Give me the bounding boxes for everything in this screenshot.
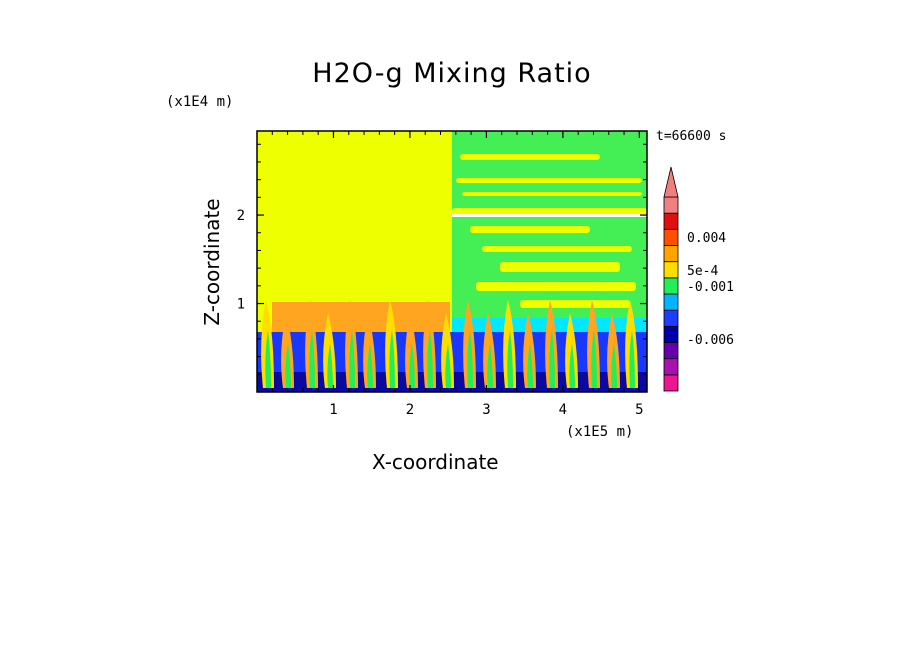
colorbar-swatch <box>663 358 679 376</box>
colorbar-swatch <box>663 196 679 214</box>
field-plume-core <box>285 343 291 388</box>
field-plume-core <box>409 343 415 388</box>
x-tick-label: 3 <box>482 402 490 418</box>
x-axis: 1 2 3 4 5 <box>271 131 644 418</box>
field-streak <box>500 262 620 272</box>
mixing-ratio-field <box>257 131 647 392</box>
field-plume-core <box>611 343 617 388</box>
colorbar-swatch <box>663 212 679 230</box>
time-label: t=66600 s <box>656 129 727 144</box>
field-plume-core <box>527 343 533 388</box>
colorbar-label: 0.004 <box>687 231 726 246</box>
field-plume-core <box>487 343 493 388</box>
field-plume-core <box>467 330 473 388</box>
field-plume-core <box>349 330 355 388</box>
field-plume-core <box>309 330 315 388</box>
field-streak <box>456 178 642 183</box>
field-streak <box>460 154 600 160</box>
field-plume-core <box>569 343 575 388</box>
field-plume-core <box>445 343 451 388</box>
x-tick-label: 1 <box>329 402 337 418</box>
field-plume-core <box>265 330 271 388</box>
field-plume-core <box>549 330 555 388</box>
chart-title: H2O-g Mixing Ratio <box>312 58 592 89</box>
colorbar-extend-arrow <box>663 166 679 198</box>
colorbar: 0.004 5e-4-0.001 -0.006 <box>663 166 734 392</box>
colorbar-label: -0.001 <box>687 280 734 295</box>
x-tick-label: 2 <box>406 402 414 418</box>
field-streak <box>520 300 630 308</box>
y-axis-unit: (x1E4 m) <box>166 94 234 110</box>
plot-frame <box>256 130 648 393</box>
field-streak <box>470 226 590 233</box>
colorbar-swatch <box>663 228 679 246</box>
colorbar-swatch <box>663 374 679 392</box>
colorbar-label: 5e-4 <box>687 264 718 279</box>
x-axis-title: X-coordinate <box>372 450 499 474</box>
field-streak <box>452 214 647 217</box>
field-plume-core <box>591 330 597 388</box>
colorbar-swatch <box>663 245 679 263</box>
colorbar-swatch <box>663 277 679 295</box>
field-plume-core <box>427 330 433 388</box>
field-plume-core <box>367 343 373 388</box>
y-tick-label: 2 <box>237 208 245 224</box>
y-tick-label: 1 <box>237 297 245 313</box>
colorbar-label: -0.006 <box>687 333 734 348</box>
field-streak <box>476 282 636 291</box>
field-streak <box>482 246 632 252</box>
field-plume-core <box>507 330 513 388</box>
x-tick-label: 5 <box>635 402 643 418</box>
field-patch-orange <box>272 302 450 332</box>
colorbar-swatch <box>663 309 679 327</box>
x-axis-unit: (x1E5 m) <box>566 424 634 440</box>
field-plume-core <box>629 330 635 388</box>
y-axis: 12 <box>237 143 647 375</box>
field-plume-core <box>327 343 333 388</box>
x-tick-label: 4 <box>559 402 567 418</box>
field-streak <box>462 192 642 196</box>
field-plume-core <box>389 330 395 388</box>
colorbar-swatch <box>663 325 679 343</box>
colorbar-swatch <box>663 261 679 279</box>
colorbar-swatch <box>663 293 679 311</box>
colorbar-swatch <box>663 342 679 360</box>
